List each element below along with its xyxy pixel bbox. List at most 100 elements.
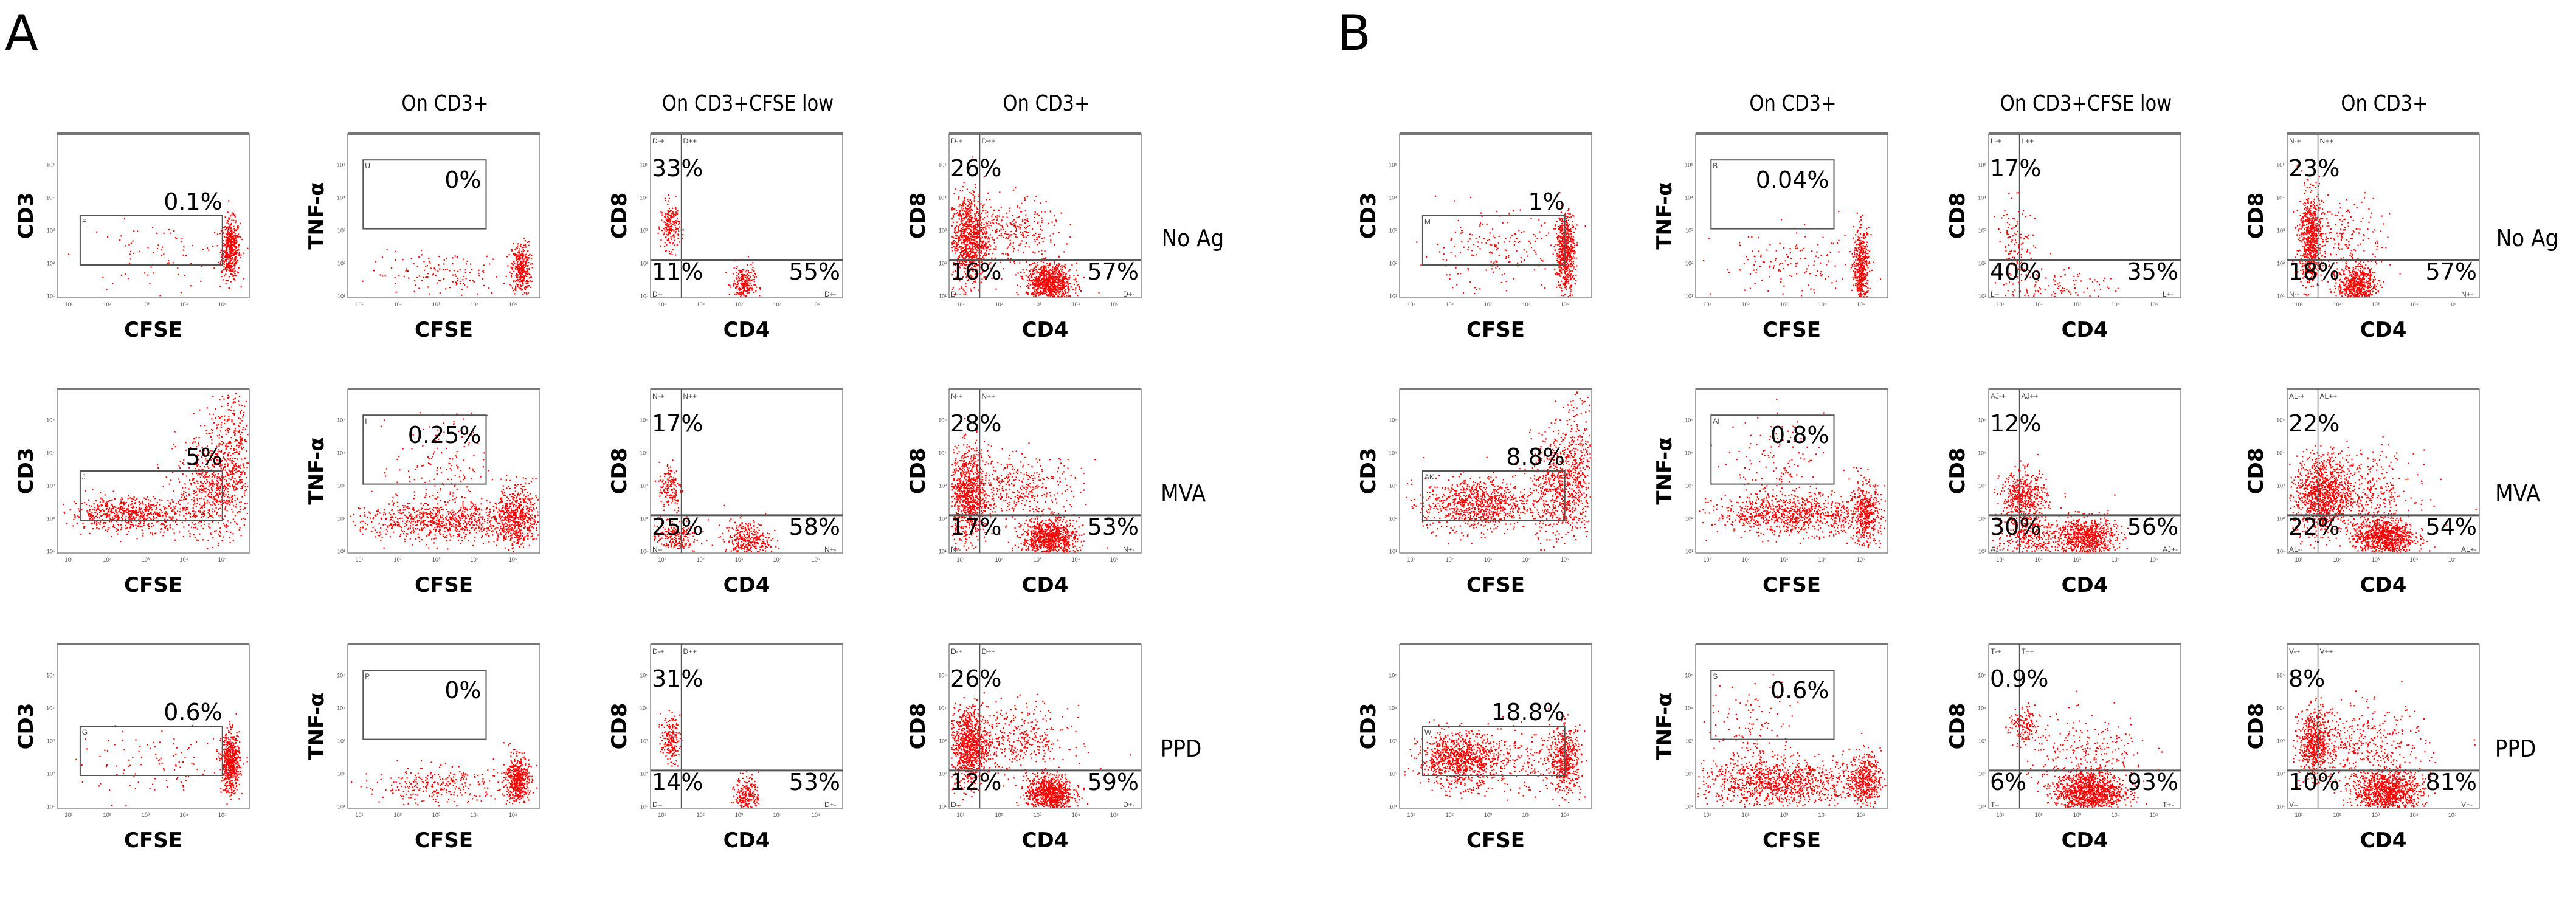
event-dot xyxy=(211,484,213,486)
event-dot xyxy=(158,515,160,517)
event-dot xyxy=(522,280,525,282)
event-dot xyxy=(221,499,223,501)
event-dot xyxy=(514,293,516,295)
event-dot xyxy=(212,521,214,523)
event-dot xyxy=(1062,273,1064,275)
event-dot xyxy=(1049,263,1052,264)
event-dot xyxy=(1036,236,1038,238)
event-dot xyxy=(517,269,519,271)
event-dot xyxy=(224,244,226,246)
event-dot xyxy=(194,537,196,538)
event-dot xyxy=(221,396,223,397)
event-dot xyxy=(205,460,207,462)
event-dot xyxy=(958,261,960,263)
event-dot xyxy=(148,509,150,510)
event-dot xyxy=(232,241,233,243)
event-dot xyxy=(185,498,187,500)
event-dot xyxy=(967,254,969,256)
event-dot xyxy=(233,255,235,256)
event-dot xyxy=(1024,231,1026,233)
event-dot xyxy=(120,529,122,531)
y-tick-label: 10³ xyxy=(337,227,345,233)
event-dot xyxy=(223,261,225,263)
event-dot xyxy=(126,527,128,529)
event-dot xyxy=(203,505,205,507)
event-dot xyxy=(667,211,669,213)
event-dot xyxy=(668,213,669,215)
event-dot xyxy=(235,261,237,263)
event-dot xyxy=(964,271,965,273)
event-dot xyxy=(230,227,232,229)
event-dot xyxy=(394,276,396,279)
event-dot xyxy=(94,507,96,509)
event-dot xyxy=(169,524,171,526)
event-dot xyxy=(1027,225,1029,227)
event-dot xyxy=(962,276,964,278)
event-dot xyxy=(1061,287,1063,289)
event-dot xyxy=(164,526,166,529)
event-dot xyxy=(181,493,182,495)
event-dot xyxy=(751,287,753,289)
event-dot xyxy=(965,239,967,241)
event-dot xyxy=(671,226,673,228)
event-dot xyxy=(988,227,990,229)
event-dot xyxy=(100,521,102,523)
event-dot xyxy=(967,200,969,202)
event-dot xyxy=(675,211,677,213)
event-dot xyxy=(984,244,986,246)
event-dot xyxy=(1021,276,1023,278)
event-dot xyxy=(213,472,215,473)
event-dot xyxy=(119,508,121,510)
event-dot xyxy=(980,223,982,225)
event-dot xyxy=(230,248,232,250)
event-dot xyxy=(966,224,969,226)
event-dot xyxy=(224,229,226,231)
event-dot xyxy=(964,197,966,199)
event-dot xyxy=(202,469,204,470)
event-dot xyxy=(193,478,195,479)
event-dot xyxy=(178,502,179,504)
event-dot xyxy=(741,283,744,284)
event-dot xyxy=(951,236,953,238)
event-dot xyxy=(522,276,523,278)
event-dot xyxy=(1035,196,1037,197)
event-dot xyxy=(168,483,170,485)
event-dot xyxy=(465,263,467,265)
event-dot xyxy=(228,478,230,480)
event-dot xyxy=(202,516,204,518)
event-dot xyxy=(725,272,727,273)
event-dot xyxy=(126,509,128,511)
event-dot xyxy=(1077,295,1079,297)
event-dot xyxy=(516,273,517,275)
event-dot xyxy=(1024,197,1026,199)
event-dot xyxy=(518,287,520,289)
event-dot xyxy=(682,234,684,236)
event-dot xyxy=(240,471,242,473)
event-dot xyxy=(963,182,965,184)
event-dot xyxy=(1038,268,1040,270)
event-dot xyxy=(958,212,960,214)
y-tick-label: 10² xyxy=(640,260,648,266)
event-dot xyxy=(99,520,101,522)
event-dot xyxy=(972,256,973,258)
event-dot xyxy=(955,276,957,278)
event-dot xyxy=(1068,290,1070,292)
event-dot xyxy=(1055,264,1058,266)
event-dot xyxy=(1049,210,1051,212)
event-dot xyxy=(183,515,185,517)
event-dot xyxy=(222,279,224,281)
event-dot xyxy=(1000,228,1002,230)
event-dot xyxy=(737,280,739,282)
row-label: MVA xyxy=(1161,480,1206,507)
event-dot xyxy=(235,393,237,394)
event-dot xyxy=(525,253,527,255)
event-dot xyxy=(522,265,524,267)
event-dot xyxy=(63,511,65,513)
event-dot xyxy=(1039,275,1041,276)
event-dot xyxy=(128,522,130,524)
event-dot xyxy=(973,269,975,270)
event-dot xyxy=(233,253,235,255)
event-dot xyxy=(421,254,423,256)
event-dot xyxy=(965,246,967,247)
event-dot xyxy=(390,267,392,269)
